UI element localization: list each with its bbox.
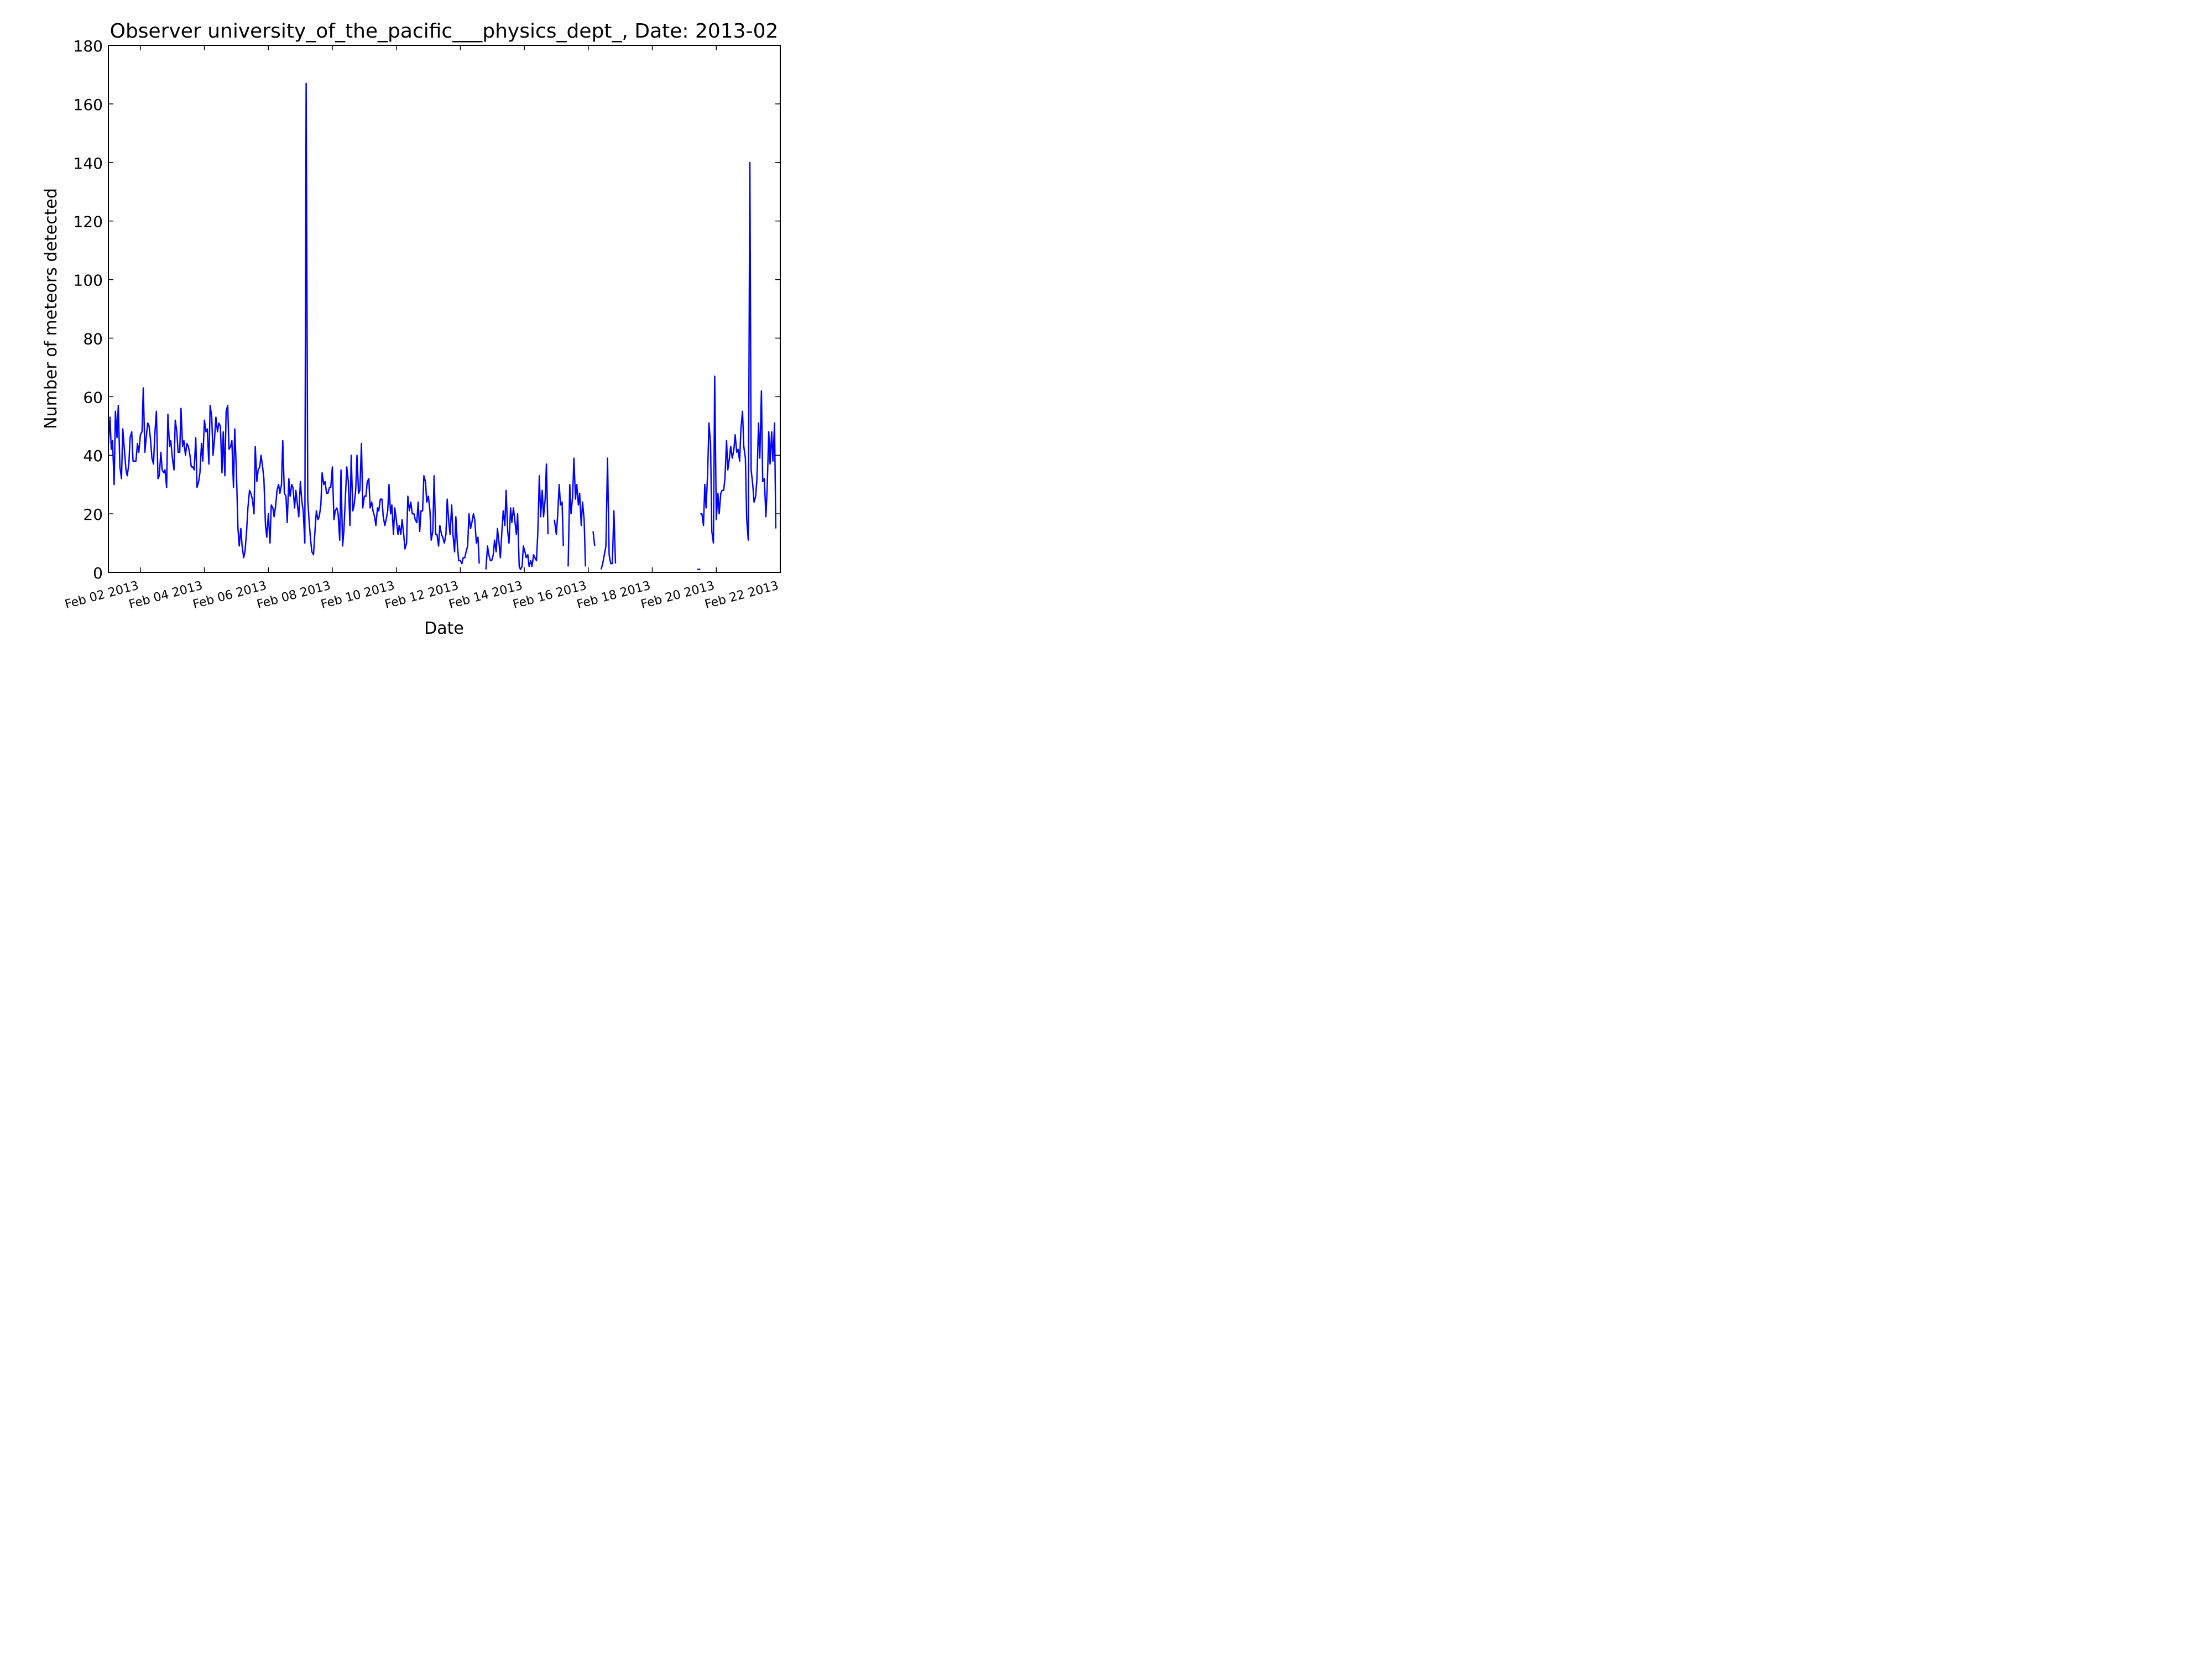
y-tick-label: 20 <box>83 505 103 524</box>
y-tick-label: 60 <box>83 388 103 406</box>
plot-area <box>108 82 777 570</box>
series-line-segment-4 <box>567 457 586 567</box>
y-tick-label: 0 <box>93 564 103 582</box>
series-line-segment-1 <box>108 82 480 565</box>
series-line-segment-3 <box>554 483 564 546</box>
meteor-chart: Observer university_of_the_pacific___phy… <box>0 0 855 641</box>
series-line-segment-2 <box>485 463 549 570</box>
y-axis-label: Number of meteors detected <box>41 188 61 429</box>
series-line-segment-8 <box>700 161 777 544</box>
plot-frame <box>108 45 781 573</box>
y-tick-label: 80 <box>83 330 103 348</box>
series-line-segment-6 <box>600 457 617 570</box>
x-axis-label: Date <box>424 619 464 638</box>
y-tick-label: 140 <box>74 154 103 173</box>
y-tick-label: 160 <box>74 96 103 114</box>
y-tick-label: 40 <box>83 447 103 465</box>
chart-title: Observer university_of_the_pacific___phy… <box>110 20 779 43</box>
y-tick-label: 120 <box>74 213 103 231</box>
chart-background <box>0 0 855 641</box>
y-tick-label: 180 <box>74 37 103 55</box>
y-tick-label: 100 <box>74 272 103 290</box>
y-axis: 0 20 40 60 80 100 120 140 160 180 <box>74 37 780 582</box>
series-line-segment-5 <box>592 531 596 546</box>
